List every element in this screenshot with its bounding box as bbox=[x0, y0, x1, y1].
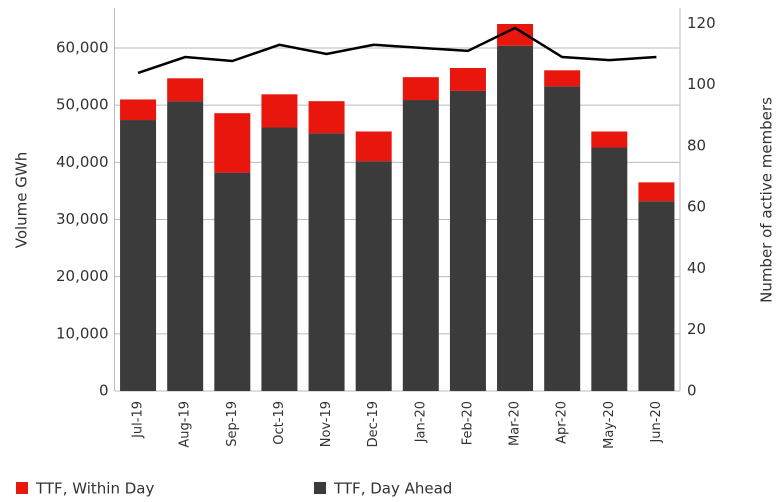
bar-segment bbox=[355, 161, 392, 391]
y2-tick-label: 40 bbox=[687, 259, 706, 277]
legend-label: TTF, Day Ahead bbox=[333, 480, 452, 498]
x-tick-label: Aug-19 bbox=[178, 401, 193, 448]
bar-segment bbox=[638, 182, 675, 202]
y-tick-label: 0 bbox=[99, 382, 109, 400]
y-tick-label: 40,000 bbox=[56, 153, 109, 171]
bar-segment bbox=[591, 131, 628, 148]
bar-segment bbox=[167, 78, 204, 102]
y2-tick-label: 80 bbox=[687, 136, 706, 154]
bar-segment bbox=[402, 77, 439, 101]
bar-segment bbox=[214, 172, 251, 391]
bar-segment bbox=[449, 68, 486, 91]
bar-segment bbox=[120, 99, 157, 121]
x-tick-label: Feb-20 bbox=[460, 401, 475, 445]
y-tick-label: 50,000 bbox=[56, 96, 109, 114]
line-series bbox=[137, 26, 657, 75]
x-tick-label: May-20 bbox=[602, 401, 617, 449]
y2-tick-label: 120 bbox=[687, 14, 716, 32]
x-tick-label: Dec-19 bbox=[366, 401, 381, 447]
x-tick-label: Apr-20 bbox=[555, 401, 570, 444]
bar-segment bbox=[591, 147, 628, 391]
bar-segment bbox=[497, 24, 534, 46]
bar-segment bbox=[544, 86, 581, 391]
y2-tick-label: 100 bbox=[687, 75, 716, 93]
bar-segment bbox=[214, 113, 251, 173]
legend-swatch bbox=[314, 482, 326, 494]
bar-segment bbox=[638, 201, 675, 391]
y2-tick-label: 20 bbox=[687, 320, 706, 338]
x-tick-label: Oct-19 bbox=[272, 401, 287, 445]
y2-axis-title: Number of active members bbox=[758, 97, 776, 303]
bar-segment bbox=[355, 131, 392, 162]
legend-swatch bbox=[16, 482, 28, 494]
y-tick-label: 60,000 bbox=[56, 39, 109, 57]
y2-tick-label: 60 bbox=[687, 198, 706, 216]
x-tick-label: Sep-19 bbox=[225, 401, 240, 447]
y-tick-label: 20,000 bbox=[56, 267, 109, 285]
bar-segment bbox=[261, 127, 298, 391]
x-tick-label: Jan-20 bbox=[413, 401, 428, 443]
y2-tick-label: 0 bbox=[687, 382, 697, 400]
x-tick-label: Nov-19 bbox=[319, 401, 334, 447]
y-tick-label: 10,000 bbox=[56, 324, 109, 342]
bar-segment bbox=[308, 101, 345, 134]
bar-segment bbox=[449, 90, 486, 391]
bar-segment bbox=[497, 45, 534, 391]
bar-segment bbox=[402, 100, 439, 391]
bar-segment bbox=[120, 120, 157, 391]
legend-label: TTF, Within Day bbox=[35, 480, 154, 498]
x-tick-label: Jun-20 bbox=[649, 401, 664, 444]
y-axis-title: Volume GWh bbox=[13, 152, 31, 249]
bar-segment bbox=[544, 70, 581, 87]
x-tick-label: Jul-19 bbox=[131, 401, 146, 439]
x-tick-label: Mar-20 bbox=[508, 401, 523, 446]
y-tick-label: 30,000 bbox=[56, 210, 109, 228]
bar-segment bbox=[167, 101, 204, 391]
bar-segment bbox=[261, 94, 298, 128]
bar-segment bbox=[308, 133, 345, 391]
